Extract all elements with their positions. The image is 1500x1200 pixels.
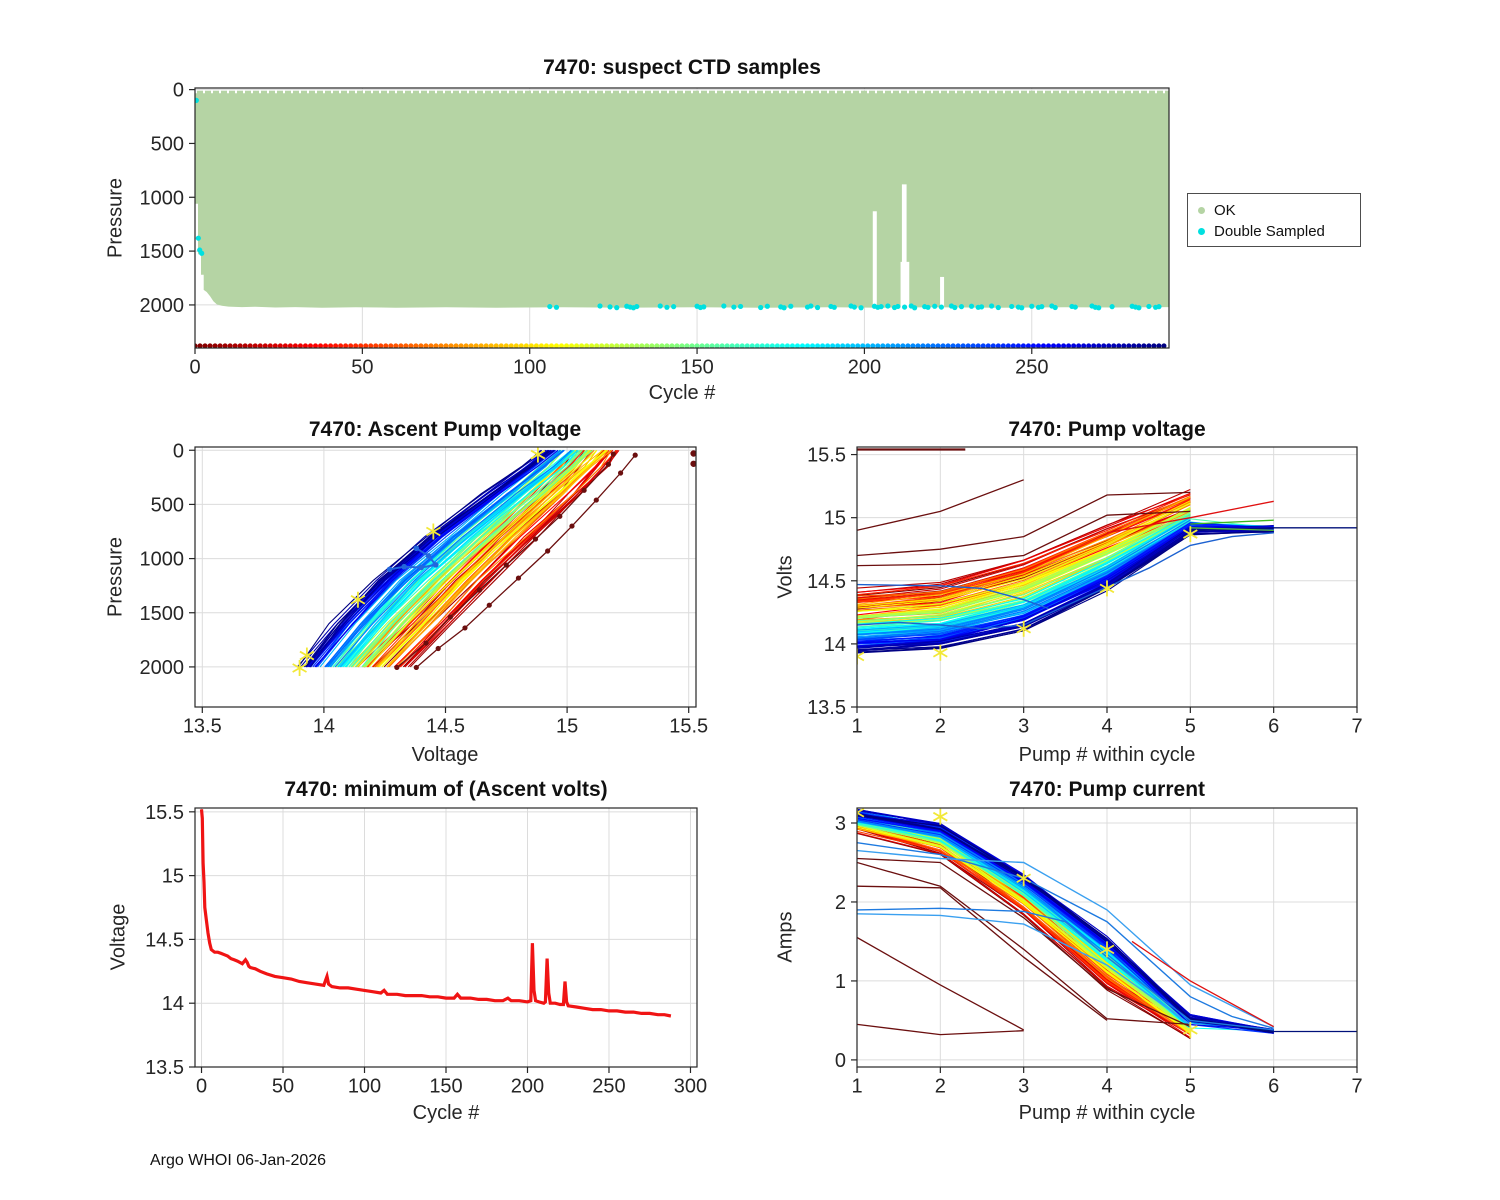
svg-text:1500: 1500 <box>140 603 185 625</box>
svg-text:4: 4 <box>1101 716 1112 738</box>
svg-text:1: 1 <box>851 716 862 738</box>
plot4-xlabel: Cycle # <box>412 1102 480 1124</box>
svg-text:1000: 1000 <box>140 549 185 571</box>
svg-text:1: 1 <box>835 971 846 993</box>
legend-item-double-sampled: Double Sampled <box>1198 221 1352 242</box>
double-sampled-marker-icon <box>1198 228 1205 235</box>
svg-text:13.5: 13.5 <box>145 1057 184 1079</box>
plot2-title: 7470: Ascent Pump voltage <box>308 418 582 441</box>
plot5-xlabel: Pump # within cycle <box>1018 1102 1196 1124</box>
svg-text:13.5: 13.5 <box>807 697 846 719</box>
svg-text:5: 5 <box>1185 716 1196 738</box>
svg-text:6: 6 <box>1268 1076 1279 1098</box>
svg-text:2000: 2000 <box>140 295 185 317</box>
legend-label-ok: OK <box>1214 202 1236 219</box>
svg-text:100: 100 <box>348 1076 381 1098</box>
svg-text:150: 150 <box>680 357 713 379</box>
svg-text:14: 14 <box>824 634 846 656</box>
svg-text:6: 6 <box>1268 716 1279 738</box>
svg-text:0: 0 <box>173 440 184 462</box>
plot1-xlabel: Cycle # <box>648 382 716 404</box>
plot2-xlabel: Voltage <box>411 744 479 766</box>
svg-text:250: 250 <box>1015 357 1048 379</box>
svg-text:15: 15 <box>162 866 184 888</box>
svg-text:200: 200 <box>848 357 881 379</box>
svg-text:500: 500 <box>151 133 184 155</box>
svg-text:2: 2 <box>935 1076 946 1098</box>
svg-text:150: 150 <box>429 1076 462 1098</box>
plot1-title: 7470: suspect CTD samples <box>543 56 821 79</box>
svg-text:15: 15 <box>556 716 578 738</box>
svg-text:200: 200 <box>511 1076 544 1098</box>
svg-text:4: 4 <box>1101 1076 1112 1098</box>
svg-text:500: 500 <box>151 494 184 516</box>
figure-footer: Argo WHOI 06-Jan-2026 <box>150 1152 327 1169</box>
svg-text:7: 7 <box>1351 716 1362 738</box>
svg-text:3: 3 <box>1018 716 1029 738</box>
svg-text:13.5: 13.5 <box>183 716 222 738</box>
svg-text:2: 2 <box>835 892 846 914</box>
svg-text:300: 300 <box>674 1076 707 1098</box>
plot4-ylabel: Voltage <box>107 903 130 971</box>
svg-text:2: 2 <box>935 716 946 738</box>
svg-text:3: 3 <box>835 813 846 835</box>
svg-text:14: 14 <box>313 716 335 738</box>
svg-text:0: 0 <box>835 1050 846 1072</box>
svg-text:0: 0 <box>196 1076 207 1098</box>
svg-text:15.5: 15.5 <box>807 445 846 467</box>
plot1-ylabel: Pressure <box>104 177 127 259</box>
legend: OK Double Sampled <box>1187 193 1361 247</box>
plot5-title: 7470: Pump current <box>1008 778 1206 801</box>
plot2-ylabel: Pressure <box>104 536 127 618</box>
svg-text:0: 0 <box>189 357 200 379</box>
svg-text:50: 50 <box>351 357 373 379</box>
svg-text:0: 0 <box>173 80 184 102</box>
legend-item-ok: OK <box>1198 200 1352 221</box>
svg-text:100: 100 <box>513 357 546 379</box>
svg-text:1: 1 <box>851 1076 862 1098</box>
svg-text:3: 3 <box>1018 1076 1029 1098</box>
plot4-title: 7470: minimum of (Ascent volts) <box>284 778 608 801</box>
svg-text:14: 14 <box>162 993 184 1015</box>
svg-text:15: 15 <box>824 508 846 530</box>
plot3-ylabel: Volts <box>774 555 797 599</box>
svg-text:14.5: 14.5 <box>145 929 184 951</box>
svg-text:14.5: 14.5 <box>426 716 465 738</box>
ok-marker-icon <box>1198 207 1205 214</box>
plot3-xlabel: Pump # within cycle <box>1018 744 1196 766</box>
svg-text:250: 250 <box>592 1076 625 1098</box>
svg-text:14.5: 14.5 <box>807 571 846 593</box>
svg-text:50: 50 <box>272 1076 294 1098</box>
svg-text:15.5: 15.5 <box>669 716 708 738</box>
plot5-ylabel: Amps <box>774 911 797 963</box>
svg-text:7: 7 <box>1351 1076 1362 1098</box>
svg-text:1000: 1000 <box>140 187 185 209</box>
legend-label-double-sampled: Double Sampled <box>1214 223 1325 240</box>
svg-text:5: 5 <box>1185 1076 1196 1098</box>
svg-text:1500: 1500 <box>140 241 185 263</box>
svg-text:2000: 2000 <box>140 657 185 679</box>
plot3-title: 7470: Pump voltage <box>1008 418 1206 441</box>
svg-text:15.5: 15.5 <box>145 802 184 824</box>
